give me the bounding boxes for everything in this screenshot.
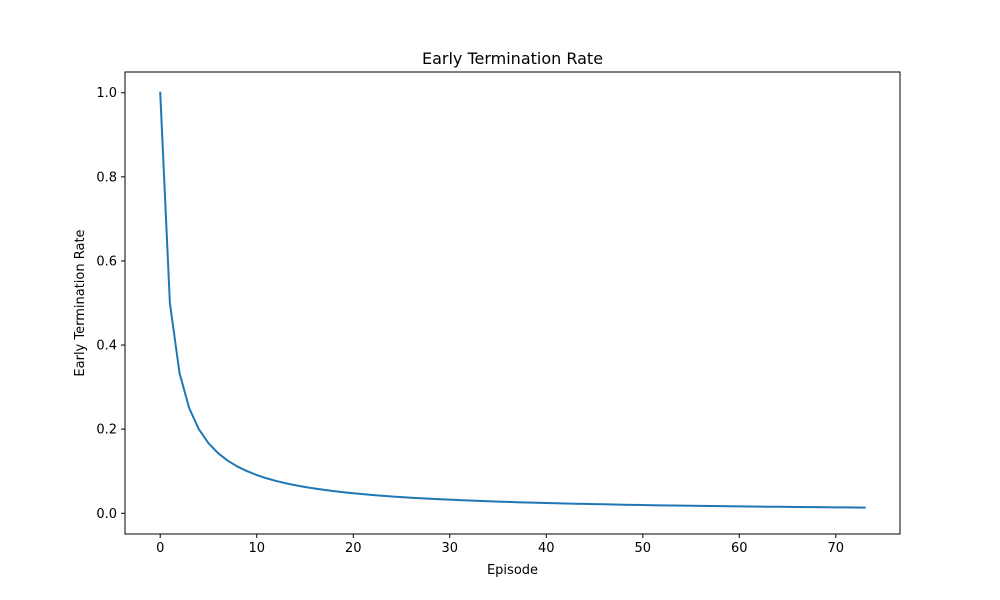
x-axis: 0 10 20 30 40 50 60 70: [156, 534, 844, 556]
x-axis-label: Episode: [487, 563, 538, 578]
plot-series: [159, 91, 866, 509]
x-tick-label: 40: [538, 541, 555, 556]
y-tick-label: 1.0: [96, 86, 117, 101]
x-tick-label: 60: [731, 541, 748, 556]
x-tick-label: 50: [635, 541, 652, 556]
y-tick-label: 0.2: [96, 423, 117, 438]
y-tick-label: 0.0: [96, 507, 117, 522]
chart-title: Early Termination Rate: [422, 49, 603, 68]
x-tick-label: 70: [828, 541, 845, 556]
y-tick-label: 0.6: [96, 254, 117, 269]
x-tick-label: 10: [248, 541, 265, 556]
x-tick-label: 20: [345, 541, 362, 556]
y-tick-label: 0.8: [96, 170, 117, 185]
x-tick-label: 0: [156, 541, 164, 556]
x-tick-label: 30: [441, 541, 458, 556]
y-tick-label: 0.4: [96, 339, 117, 354]
y-axis-label: Early Termination Rate: [73, 229, 88, 376]
plot-area-frame: [124, 71, 901, 535]
y-axis: 0.0 0.2 0.4 0.6 0.8 1.0: [96, 86, 125, 522]
series-line-0: [159, 91, 866, 509]
